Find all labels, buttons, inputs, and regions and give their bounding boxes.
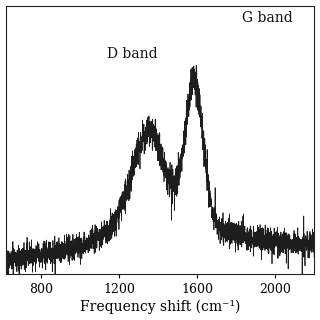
Text: G band: G band — [242, 11, 293, 25]
X-axis label: Frequency shift (cm⁻¹): Frequency shift (cm⁻¹) — [80, 300, 240, 315]
Text: D band: D band — [107, 47, 158, 61]
